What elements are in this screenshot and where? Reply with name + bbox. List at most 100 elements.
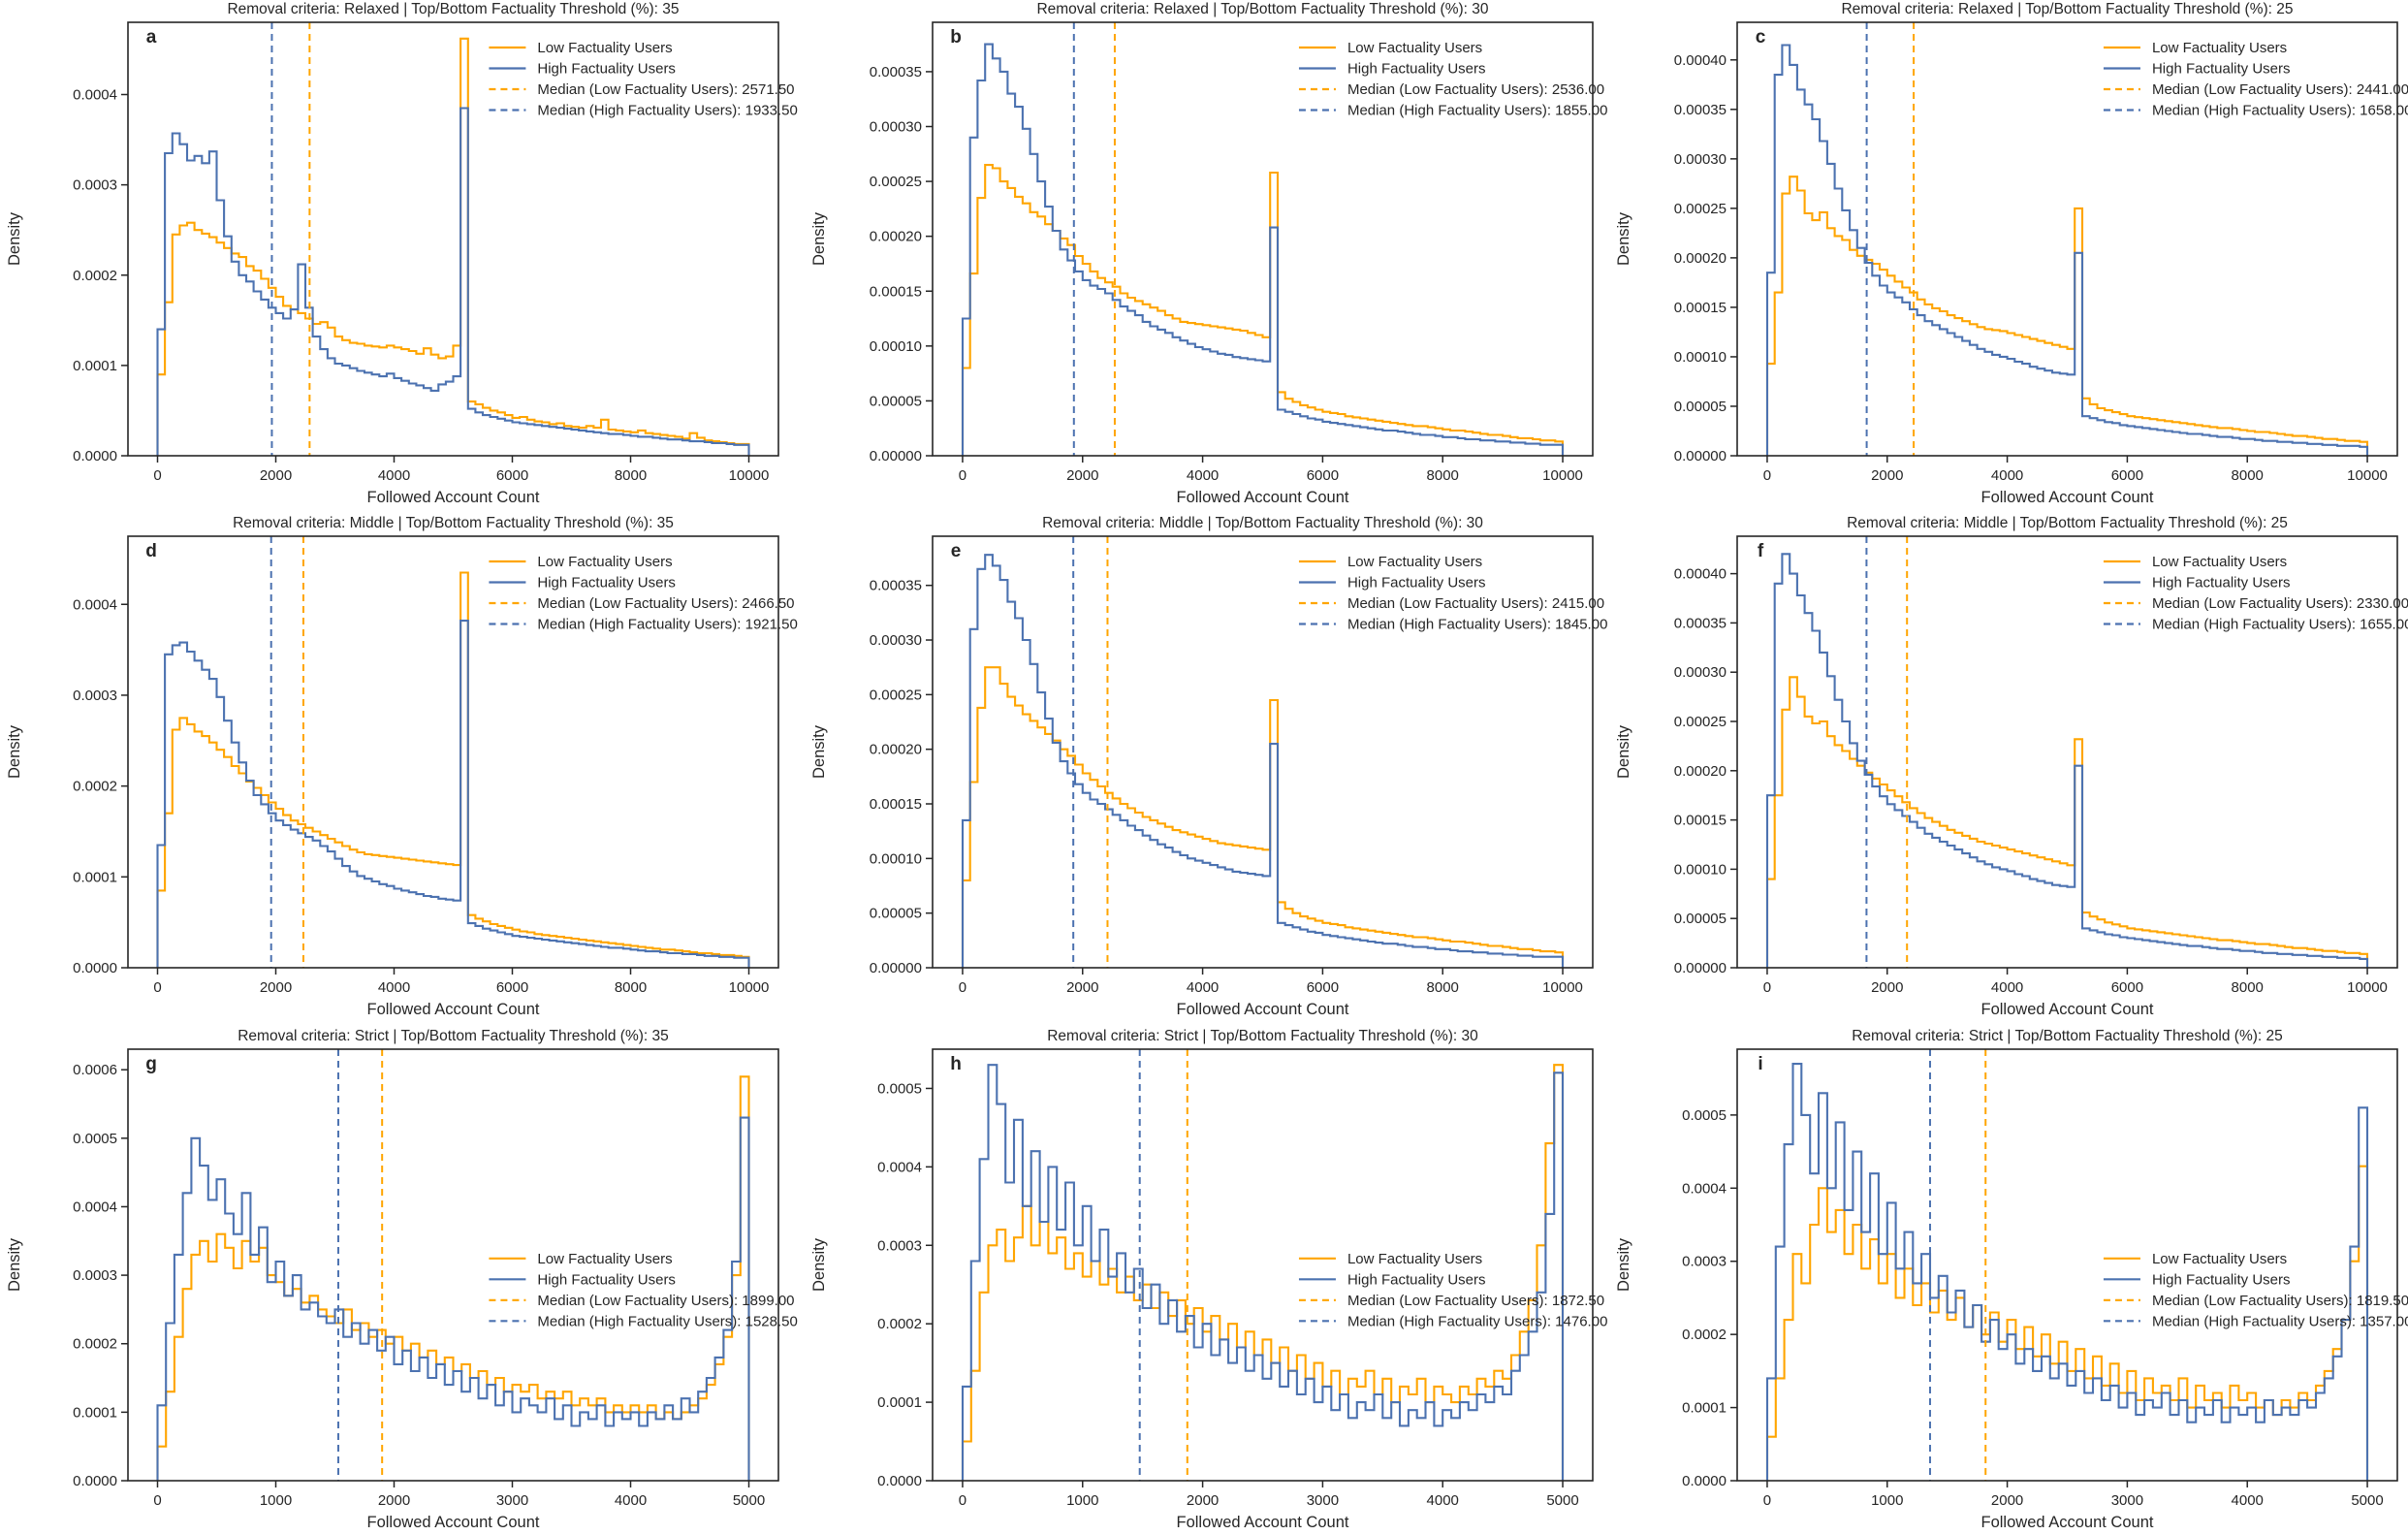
panel-title: Removal criteria: Middle | Top/Bottom Fa…: [233, 515, 674, 531]
x-tick-label: 4000: [615, 1492, 647, 1509]
y-tick-label: 0.00020: [870, 742, 922, 758]
x-tick-label: 0: [959, 467, 966, 484]
x-tick-label: 5000: [2351, 1492, 2383, 1509]
series-low-factuality: [1765, 176, 2369, 456]
x-axis-label: Followed Account Count: [367, 1001, 540, 1018]
y-axis-label: Density: [810, 1237, 828, 1292]
y-tick-label: 0.0001: [73, 1404, 117, 1421]
panel-letter: e: [951, 541, 962, 561]
x-tick-label: 2000: [1991, 1492, 2023, 1509]
plot-area: [1765, 22, 2369, 456]
panel-title: Removal criteria: Relaxed | Top/Bottom F…: [1036, 1, 1488, 17]
legend-item-median-high-label: Median (High Factuality Users): 1845.00: [1347, 617, 1607, 633]
panel-title: Removal criteria: Strict | Top/Bottom Fa…: [1852, 1028, 2283, 1044]
x-axis-label: Followed Account Count: [367, 489, 540, 506]
x-tick-label: 2000: [260, 979, 292, 996]
y-tick-label: 0.0002: [73, 1336, 117, 1353]
x-tick-label: 8000: [2232, 467, 2264, 484]
y-tick-label: 0.0004: [1682, 1180, 1727, 1197]
y-tick-label: 0.00000: [870, 960, 922, 976]
legend-item-high-label: High Factuality Users: [1347, 1271, 1486, 1288]
y-tick-label: 0.0001: [1682, 1400, 1727, 1417]
x-axis-label: Followed Account Count: [1981, 489, 2154, 506]
panel-c: Removal criteria: Relaxed | Top/Bottom F…: [1615, 1, 2408, 506]
x-tick-label: 8000: [615, 467, 647, 484]
x-axis-label: Followed Account Count: [1981, 1514, 2154, 1531]
x-axis-label: Followed Account Count: [1177, 1001, 1349, 1018]
y-tick-label: 0.0004: [877, 1159, 922, 1175]
y-axis-label: Density: [1615, 211, 1632, 266]
x-tick-label: 2000: [1187, 1492, 1219, 1509]
legend-item-median-high-label: Median (High Factuality Users): 1933.50: [537, 103, 797, 119]
y-tick-label: 0.00030: [870, 119, 922, 136]
x-tick-label: 4000: [1187, 467, 1219, 484]
legend-item-median-low-label: Median (Low Factuality Users): 2415.00: [1347, 595, 1604, 612]
x-tick-label: 0: [959, 979, 966, 996]
legend: Low Factuality Users High Factuality User…: [489, 554, 798, 633]
y-tick-label: 0.00015: [1674, 300, 1727, 316]
y-tick-label: 0.00010: [1674, 349, 1727, 366]
x-tick-label: 6000: [2111, 467, 2143, 484]
panel-i: Removal criteria: Strict | Top/Bottom Fa…: [1615, 1028, 2408, 1531]
y-tick-label: 0.0004: [73, 596, 117, 613]
panel-letter: i: [1758, 1054, 1762, 1074]
series-high-factuality: [156, 620, 750, 968]
plot-area: [961, 22, 1565, 456]
x-tick-label: 0: [153, 979, 161, 996]
y-tick-label: 0.0004: [73, 1199, 117, 1215]
x-tick-label: 8000: [1427, 467, 1459, 484]
legend: Low Factuality Users High Factuality User…: [1298, 554, 1607, 633]
y-tick-label: 0.00015: [870, 283, 922, 300]
x-axis-label: Followed Account Count: [1177, 489, 1349, 506]
y-tick-label: 0.00040: [1674, 52, 1727, 69]
legend-item-high-label: High Factuality Users: [537, 1271, 676, 1288]
plot-area: [1765, 536, 2369, 968]
legend-item-high-label: High Factuality Users: [1347, 61, 1486, 78]
y-axis-label: Density: [6, 1237, 23, 1292]
y-tick-label: 0.00010: [1674, 861, 1727, 878]
x-tick-label: 10000: [729, 467, 770, 484]
x-tick-label: 8000: [1427, 979, 1459, 996]
legend-item-low-label: Low Factuality Users: [2152, 554, 2287, 570]
y-tick-label: 0.0000: [877, 1473, 922, 1489]
panel-title: Removal criteria: Strict | Top/Bottom Fa…: [1047, 1028, 1478, 1044]
panel-f: Removal criteria: Middle | Top/Bottom Fa…: [1615, 515, 2408, 1018]
x-tick-label: 0: [1763, 467, 1771, 484]
x-tick-label: 4000: [2232, 1492, 2264, 1509]
y-tick-label: 0.00010: [870, 850, 922, 867]
axes-frame: [932, 21, 1594, 457]
x-tick-label: 4000: [1991, 467, 2023, 484]
panel-a: Removal criteria: Relaxed | Top/Bottom F…: [6, 1, 798, 506]
x-tick-label: 2000: [378, 1492, 410, 1509]
series-low-factuality: [1765, 676, 2369, 968]
x-tick-label: 2000: [1871, 467, 1903, 484]
panel-title: Removal criteria: Relaxed | Top/Bottom F…: [1841, 1, 2293, 17]
y-tick-label: 0.00005: [1674, 911, 1727, 927]
panel-letter: f: [1758, 541, 1764, 561]
series-high-factuality: [1765, 553, 2369, 968]
y-tick-label: 0.00015: [870, 796, 922, 813]
x-tick-label: 4000: [1187, 979, 1219, 996]
x-tick-label: 2000: [1066, 467, 1098, 484]
panel-b: Removal criteria: Relaxed | Top/Bottom F…: [810, 1, 1607, 506]
legend: Low Factuality Users High Factuality User…: [489, 1251, 798, 1329]
y-tick-label: 0.00025: [870, 687, 922, 703]
legend-item-low-label: Low Factuality Users: [1347, 40, 1482, 56]
series-high-factuality: [1765, 1063, 2369, 1481]
x-tick-label: 1000: [260, 1492, 292, 1509]
x-tick-label: 6000: [1307, 467, 1339, 484]
x-axis-label: Followed Account Count: [1177, 1514, 1349, 1531]
panel-letter: g: [145, 1054, 157, 1074]
axes-frame: [1736, 21, 2398, 457]
x-tick-label: 10000: [1542, 979, 1583, 996]
y-tick-label: 0.00030: [1674, 151, 1727, 168]
x-tick-label: 10000: [2347, 979, 2388, 996]
legend-item-low-label: Low Factuality Users: [537, 40, 672, 56]
y-tick-label: 0.0005: [1682, 1107, 1727, 1124]
x-tick-label: 8000: [615, 979, 647, 996]
legend: Low Factuality Users High Factuality User…: [2103, 554, 2408, 633]
y-tick-label: 0.0005: [73, 1131, 117, 1147]
y-tick-label: 0.00020: [1674, 250, 1727, 267]
x-tick-label: 6000: [1307, 979, 1339, 996]
y-tick-label: 0.00020: [870, 229, 922, 245]
